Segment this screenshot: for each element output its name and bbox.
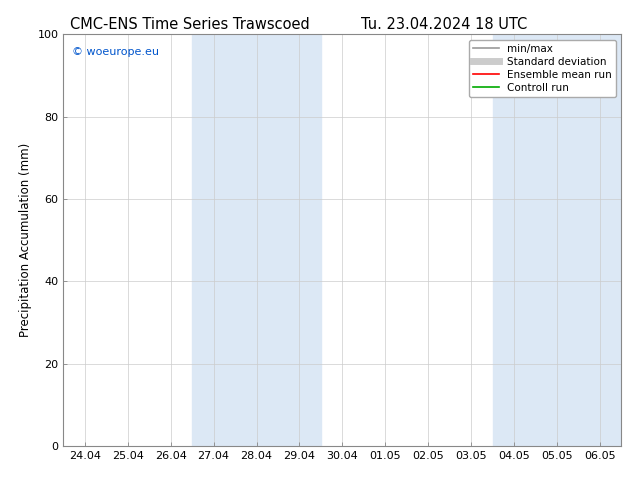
Bar — [493, 34, 621, 446]
Text: © woeurope.eu: © woeurope.eu — [72, 47, 158, 57]
Y-axis label: Precipitation Accumulation (mm): Precipitation Accumulation (mm) — [19, 143, 32, 337]
Text: CMC-ENS Time Series Trawscoed: CMC-ENS Time Series Trawscoed — [70, 17, 310, 32]
Text: Tu. 23.04.2024 18 UTC: Tu. 23.04.2024 18 UTC — [361, 17, 527, 32]
Legend: min/max, Standard deviation, Ensemble mean run, Controll run: min/max, Standard deviation, Ensemble me… — [469, 40, 616, 97]
Bar — [192, 34, 321, 446]
